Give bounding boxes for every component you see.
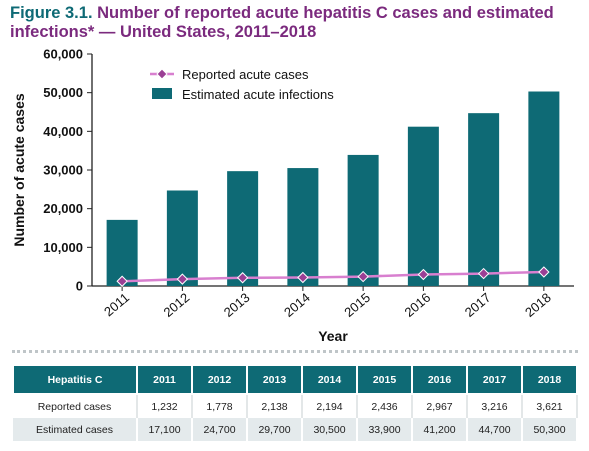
x-tick-label: 2011 xyxy=(101,290,132,319)
table-row: Reported cases 1,232 1,778 2,138 2,194 2… xyxy=(13,394,578,418)
x-tick-label: 2014 xyxy=(281,290,313,320)
data-table: Hepatitis C 2011 2012 2013 2014 2015 201… xyxy=(12,364,578,441)
line-marker xyxy=(236,272,249,284)
legend-label: Reported acute cases xyxy=(182,67,309,82)
y-tick-label: 10,000 xyxy=(43,240,83,255)
table-cell: 2,967 xyxy=(412,394,468,418)
table-header-cell: 2011 xyxy=(136,364,193,395)
table-header-cell: 2016 xyxy=(411,364,468,395)
line-marker xyxy=(116,275,128,287)
table-row: Estimated cases 17,100 24,700 29,700 30,… xyxy=(13,418,578,441)
table-cell: 2,194 xyxy=(302,394,358,418)
figure-title: Figure 3.1. Number of reported acute hep… xyxy=(10,4,580,42)
table-cell: 3,621 xyxy=(522,394,578,418)
x-axis-title: Year xyxy=(318,328,348,344)
table-header-cell: 2017 xyxy=(466,364,523,395)
table-cell: 30,500 xyxy=(302,418,358,441)
y-tick-label: 30,000 xyxy=(43,163,83,178)
table-cell: 33,900 xyxy=(357,418,413,441)
legend-bar-swatch xyxy=(152,88,172,99)
line-series xyxy=(122,270,544,283)
table-header-row: Hepatitis C 2011 2012 2013 2014 2015 201… xyxy=(12,364,578,395)
legend-label: Estimated acute infections xyxy=(182,87,334,102)
x-tick-label: 2015 xyxy=(341,290,373,320)
table-cell: 24,700 xyxy=(192,418,248,441)
figure-label: Figure 3.1. xyxy=(10,4,93,22)
table-cell: 29,700 xyxy=(247,418,303,441)
line-marker xyxy=(477,267,490,280)
y-tick-label: 50,000 xyxy=(43,85,83,100)
y-tick-label: 40,000 xyxy=(43,124,83,139)
bar xyxy=(166,190,198,286)
table-cell: 2,436 xyxy=(357,394,413,418)
x-tick-label: 2013 xyxy=(221,290,253,320)
table-cell: 3,216 xyxy=(467,394,523,418)
dotted-divider xyxy=(12,350,578,353)
y-tick-label: 20,000 xyxy=(43,201,83,216)
line-marker xyxy=(357,270,369,283)
table-header-cell: 2014 xyxy=(301,364,358,395)
x-tick-label: 2018 xyxy=(522,290,554,320)
table-cell: Estimated cases xyxy=(13,418,138,441)
line-marker xyxy=(176,273,189,285)
y-tick-label: 0 xyxy=(76,279,83,294)
y-tick-label: 60,000 xyxy=(43,47,83,62)
chart: 0 10,000 20,000 30,000 40,000 50,000 60,000 Num… xyxy=(11,47,574,344)
table-cell: 44,700 xyxy=(467,418,523,441)
table-cell: 2,138 xyxy=(247,394,303,418)
table-cell: 1,232 xyxy=(137,394,193,418)
table-header-cell: 2018 xyxy=(521,364,578,395)
x-tick-label: 2016 xyxy=(402,290,434,320)
bar xyxy=(407,126,439,287)
line-marker xyxy=(297,271,309,284)
legend-marker-swatch xyxy=(156,68,168,80)
bar xyxy=(106,219,138,286)
x-tick-label: 2012 xyxy=(161,290,193,320)
bar xyxy=(227,171,259,286)
table-header-cell: 2012 xyxy=(191,364,248,395)
line-marker xyxy=(417,268,430,281)
bar xyxy=(287,168,319,286)
figure-title-text: Number of reported acute hepatitis C cas… xyxy=(10,4,554,41)
x-tick-label: 2017 xyxy=(462,290,494,320)
y-axis-title: Number of acute cases xyxy=(11,93,27,246)
table-cell: 17,100 xyxy=(137,418,193,441)
table-cell: Reported cases xyxy=(13,394,138,418)
bar xyxy=(468,113,500,286)
table-cell: 41,200 xyxy=(412,418,468,441)
table-header-cell: 2015 xyxy=(356,364,413,395)
bar xyxy=(347,154,379,286)
line-marker xyxy=(538,266,550,278)
table-header-cell: Hepatitis C xyxy=(12,364,138,395)
bar xyxy=(528,91,560,286)
table-cell: 1,778 xyxy=(192,394,248,418)
table-header-cell: 2013 xyxy=(246,364,303,395)
table-cell: 50,300 xyxy=(522,418,578,441)
